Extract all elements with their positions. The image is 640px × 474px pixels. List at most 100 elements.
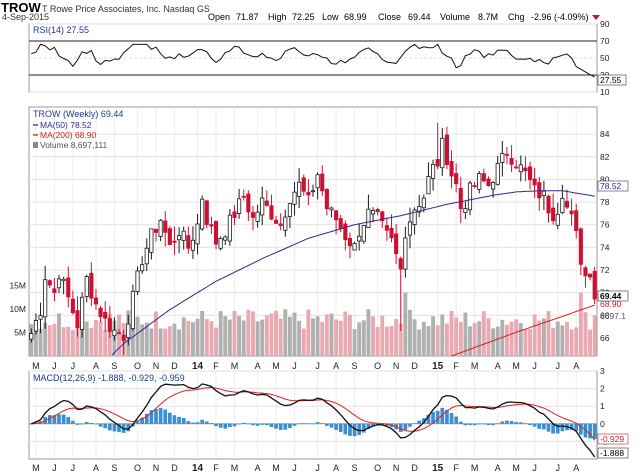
candle-body — [269, 205, 274, 220]
candle-body — [140, 264, 145, 272]
price-x-tick-label: D — [171, 361, 178, 371]
macd-end-label: -1.888 — [600, 448, 624, 458]
macd-histogram-bar — [283, 423, 288, 430]
volume-bar — [569, 329, 574, 356]
price-panel: TROW (Weekly) 69.44 MA(50) 78.52 MA(200)… — [9, 106, 629, 372]
header: TROW T Rowe Price Associates, Inc. Nasda… — [1, 0, 600, 22]
macd-histogram-bar — [107, 423, 112, 431]
volume-bar — [301, 328, 306, 356]
high-value: 72.25 — [292, 12, 315, 22]
candle-body — [116, 332, 122, 335]
candle-body — [504, 153, 510, 156]
volume-bar — [167, 326, 172, 356]
volume-bar — [287, 316, 292, 356]
volume-bar — [144, 322, 149, 356]
macd-histogram-bar — [52, 415, 57, 424]
volume-bar — [357, 322, 362, 356]
macd-histogram-bar — [537, 423, 542, 429]
volume-bar — [43, 322, 48, 356]
price-x-tick-label: 15 — [432, 361, 444, 372]
candle-body — [334, 210, 339, 221]
macd-histogram-bar — [126, 423, 131, 432]
macd-histogram-bar — [435, 410, 440, 424]
candle-body — [273, 219, 279, 224]
macd-histogram-bar — [357, 423, 362, 435]
candle-body — [583, 267, 588, 277]
candle-body — [537, 182, 542, 199]
macd-x-tick-label: J — [555, 463, 560, 473]
macd-histogram-bar — [472, 423, 477, 426]
candle-body — [163, 220, 168, 233]
candle-body — [66, 277, 71, 298]
candle-body — [144, 247, 149, 265]
price-x-tick-label: D — [411, 361, 418, 371]
candle-body — [407, 221, 413, 236]
macd-histogram-bar — [523, 423, 528, 424]
macd-x-tick-label: 14 — [192, 463, 204, 474]
candle-body — [477, 173, 482, 190]
candle-body — [75, 310, 80, 329]
macd-histogram-bar — [463, 423, 468, 426]
volume-bar — [57, 313, 61, 356]
candle-body — [551, 207, 556, 222]
macd-histogram-bar — [292, 423, 297, 426]
volume-bar — [130, 314, 135, 356]
macd-signal-end-label: -0.929 — [600, 434, 624, 444]
candle-body — [467, 182, 473, 211]
macd-x-tick-label: J — [292, 463, 297, 473]
macd-histogram-bar — [578, 423, 583, 435]
price-x-tick-label: O — [374, 361, 381, 371]
candle-body — [130, 290, 135, 330]
macd-histogram-bar — [398, 423, 403, 432]
volume-bar — [431, 316, 436, 356]
volume-bar — [135, 316, 140, 356]
volume-bar — [177, 329, 182, 356]
candle-body — [324, 189, 329, 210]
volume-bar — [251, 311, 255, 356]
volume-tick-label: 5M — [14, 328, 26, 338]
macd-histogram-bar — [412, 423, 417, 424]
candle-body — [61, 278, 66, 282]
rsi-tick-label: 50 — [600, 53, 610, 63]
candle-body — [398, 258, 403, 270]
macd-histogram-bar — [343, 423, 348, 435]
macd-histogram-bar — [348, 423, 352, 436]
candle-body — [167, 228, 172, 246]
price-x-tick-label: A — [573, 361, 579, 371]
close-end-box — [597, 290, 629, 302]
candle-body — [370, 210, 376, 215]
candle-body — [329, 207, 334, 211]
macd-histogram-bar — [528, 423, 532, 426]
macd-histogram-bar — [214, 423, 218, 427]
price-x-tick-label: J — [52, 361, 57, 371]
price-x-tick-label: M — [32, 361, 40, 371]
volume-bar — [320, 321, 325, 356]
volume-bar — [371, 316, 375, 356]
macd-histogram-bar — [241, 422, 246, 424]
macd-end-box — [597, 447, 629, 459]
candle-body — [486, 178, 491, 186]
candle-body — [523, 167, 528, 172]
price-x-tick-label: J — [555, 361, 560, 371]
rsi-title: RSI(14) 27.55 — [33, 25, 89, 35]
volume-bar — [532, 314, 537, 356]
price-tick-label: 80 — [600, 174, 610, 184]
volume-bar — [495, 326, 500, 356]
volume-bar — [163, 328, 168, 356]
macd-x-tick-label: O — [374, 463, 381, 473]
volume-bar — [232, 310, 237, 356]
price-x-tick-label: J — [292, 361, 297, 371]
macd-histogram-bar — [560, 423, 565, 432]
volume-bar — [117, 314, 121, 356]
macd-histogram-bar — [264, 423, 269, 426]
macd-histogram-bar — [555, 423, 560, 434]
volume-bar — [541, 318, 546, 356]
candle-body — [195, 223, 200, 245]
price-legend: TROW (Weekly) 69.44 MA(50) 78.52 MA(200)… — [33, 109, 123, 150]
price-x-tick-label: M — [272, 361, 280, 371]
macd-histogram-bar — [505, 420, 509, 424]
volume-bar — [214, 327, 218, 356]
candle-body — [527, 166, 533, 181]
candle-body — [338, 218, 343, 229]
macd-histogram-bar — [209, 422, 214, 424]
